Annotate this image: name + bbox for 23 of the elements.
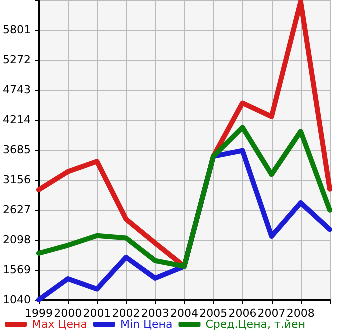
x-tick-label: 2002 [112, 307, 140, 320]
x-tick-label: 2001 [83, 307, 112, 320]
legend-label: Min Цена [120, 318, 173, 331]
y-tick-label: 2627 [2, 204, 31, 216]
y-tick-label: 1040 [2, 294, 31, 306]
x-tick-label: 2007 [258, 307, 286, 320]
legend-label: Сред.Цена, т.йен [206, 318, 306, 331]
y-tick-label: 1569 [2, 264, 31, 276]
y-tick-label: 3685 [2, 144, 31, 156]
legend-label: Max Цена [32, 318, 88, 331]
y-tick-label: 4743 [2, 84, 31, 96]
x-tick-label: 2008 [286, 307, 315, 320]
y-tick-label: 5272 [2, 54, 31, 66]
x-tick-label: 2000 [54, 307, 82, 320]
x-tick-label: 1999 [24, 307, 53, 320]
x-tick-label: 2006 [228, 307, 257, 320]
y-tick-label: 3156 [2, 174, 31, 186]
y-tick-label: 5801 [2, 24, 31, 36]
x-tick-label: 2005 [200, 307, 228, 320]
y-tick-label: 2098 [2, 234, 31, 246]
x-tick-label: 2004 [170, 307, 198, 320]
y-tick-label: 4214 [2, 114, 31, 126]
x-tick-label: 2003 [141, 307, 170, 320]
